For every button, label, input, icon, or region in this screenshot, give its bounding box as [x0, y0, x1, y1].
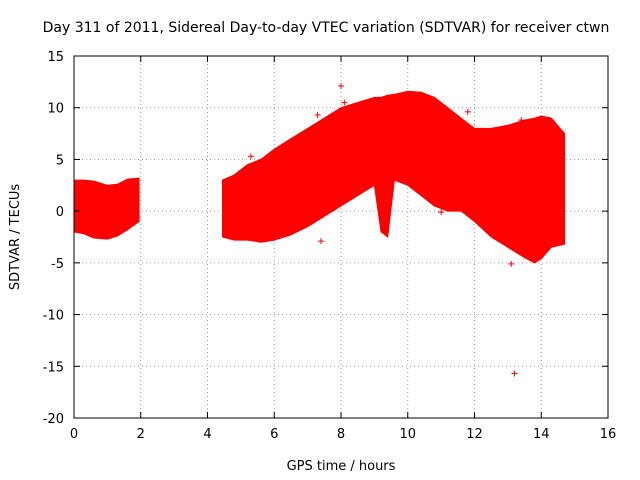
x-tick-label: 16	[600, 427, 617, 442]
outlier-point	[438, 209, 445, 216]
x-tick-label: 4	[203, 427, 211, 442]
band-segment-2	[222, 90, 566, 264]
outlier-points	[247, 82, 525, 377]
y-tick-label: 0	[56, 205, 64, 220]
outlier-point	[317, 238, 324, 245]
x-tick-label: 12	[466, 427, 483, 442]
outlier-point	[338, 82, 344, 89]
outlier-point	[314, 111, 321, 118]
x-tick-label: 10	[399, 427, 416, 442]
x-tick-label: 14	[533, 427, 550, 442]
y-axis-ticks: -20 -15 -10 -5 0 5 10 15	[43, 50, 608, 427]
outlier-point	[511, 370, 518, 377]
x-tick-label: 6	[270, 427, 278, 442]
y-tick-label: 5	[56, 153, 64, 168]
x-tick-label: 0	[70, 427, 78, 442]
y-tick-label: -10	[43, 309, 64, 324]
y-tick-label: -15	[43, 360, 64, 375]
y-tick-label: 10	[47, 102, 64, 117]
y-tick-label: 15	[47, 50, 64, 65]
outlier-point	[508, 260, 515, 267]
outlier-point	[341, 99, 348, 106]
x-tick-label: 8	[337, 427, 345, 442]
y-axis-label: SDTVAR / TECUs	[8, 184, 23, 291]
y-tick-label: -5	[51, 257, 64, 272]
outlier-point	[464, 108, 471, 115]
data-bands	[73, 90, 566, 264]
x-axis-ticks: 0 2 4 6 8 10 12 14 16	[70, 56, 616, 442]
chart-title: Day 311 of 2011, Sidereal Day-to-day VTE…	[43, 20, 610, 36]
x-axis-label: GPS time / hours	[287, 459, 396, 474]
band-segment-1	[73, 177, 140, 240]
x-tick-label: 2	[137, 427, 145, 442]
outlier-point	[247, 153, 254, 160]
y-tick-label: -20	[43, 412, 64, 427]
outlier-point	[518, 117, 525, 124]
